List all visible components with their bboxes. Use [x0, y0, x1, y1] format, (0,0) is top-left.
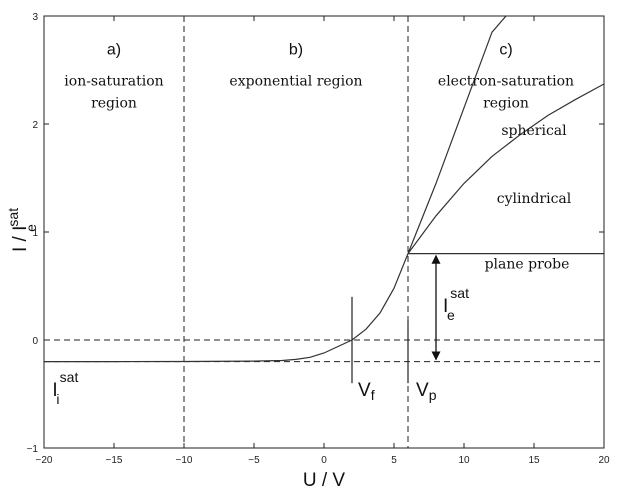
- x-tick-label: 10: [458, 455, 470, 466]
- y-tick-label: 2: [32, 120, 38, 131]
- series-spherical-line: [407, 16, 507, 254]
- x-tick-label: 20: [598, 455, 610, 466]
- region-letter: a): [107, 41, 121, 58]
- x-tick-label: 5: [391, 455, 397, 466]
- y-tick-label: −1: [27, 444, 39, 455]
- curve-label-spherical: spherical: [501, 123, 567, 139]
- region-name: exponential region: [229, 74, 362, 90]
- x-tick-label: −20: [36, 455, 53, 466]
- x-tick-label: −15: [106, 455, 123, 466]
- curve-label-plane-probe: plane probe: [485, 257, 570, 273]
- marker-label-Vp: Vp: [416, 380, 437, 403]
- y-axis-label: I / Isate: [5, 208, 39, 252]
- region-letter: c): [499, 41, 512, 58]
- series-cylindrical-line: [407, 83, 604, 254]
- series-layer: [44, 16, 604, 363]
- marker-label-Vf: Vf: [358, 380, 375, 403]
- region-name: region: [91, 96, 137, 112]
- y-tick-label: 0: [32, 336, 38, 347]
- region-name: ion-saturation: [64, 74, 163, 90]
- x-tick-label: −10: [176, 455, 193, 466]
- electron-saturation-current-label: Isat e: [443, 285, 469, 323]
- y-tick-label: 3: [32, 12, 38, 23]
- x-axis-label: U / V: [303, 470, 346, 491]
- marker-layer: [351, 254, 441, 384]
- x-tick-label: 15: [528, 455, 540, 466]
- series-characteristic-line: [44, 253, 409, 363]
- y-tick-label: 1: [32, 228, 38, 239]
- region-name: region: [483, 96, 529, 112]
- ion-saturation-current-label: Isat i: [52, 369, 78, 407]
- x-tick-label: 0: [321, 455, 327, 466]
- x-tick-label: −5: [248, 455, 260, 466]
- text-layer: U / V I / Isate a) ion-saturation region b) ex…: [5, 41, 574, 491]
- region-letter: b): [289, 41, 303, 58]
- curve-label-cylindrical: cylindrical: [497, 191, 572, 207]
- region-name: electron-saturation: [438, 74, 574, 90]
